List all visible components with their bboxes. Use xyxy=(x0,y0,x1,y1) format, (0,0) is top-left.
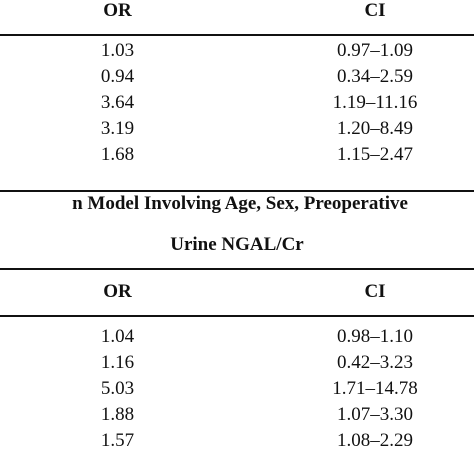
table2-caption-line1: n Model Involving Age, Sex, Preoperative xyxy=(72,193,408,214)
table1-bottom-rule xyxy=(0,190,474,192)
table2-header-rule xyxy=(0,315,474,317)
table2-cell-or: 5.03 xyxy=(100,378,135,399)
table1-cell-ci: 1.19–11.16 xyxy=(332,92,418,113)
table2-cell-or: 1.88 xyxy=(100,404,135,425)
table1-cell-or: 0.94 xyxy=(100,66,135,87)
table1-cell-or: 3.64 xyxy=(100,92,135,113)
table2-cell-ci: 0.42–3.23 xyxy=(337,352,413,373)
table1-header-ci: CI xyxy=(364,0,386,21)
table1-header-rule xyxy=(0,34,474,36)
table2-cell-or: 1.04 xyxy=(100,326,135,347)
table1-cell-or: 1.68 xyxy=(100,144,135,165)
table2-header-or: OR xyxy=(103,281,132,302)
table2-caption-rule xyxy=(0,268,474,270)
table1-cell-or: 3.19 xyxy=(100,118,135,139)
table1-cell-ci: 0.97–1.09 xyxy=(337,40,413,61)
table1-cell-ci: 1.15–2.47 xyxy=(337,144,413,165)
table2-header-ci: CI xyxy=(364,281,386,302)
table2-cell-ci: 1.08–2.29 xyxy=(337,430,413,451)
table1-cell-or: 1.03 xyxy=(100,40,135,61)
table2-cell-ci: 1.07–3.30 xyxy=(337,404,413,425)
table1-cell-ci: 1.20–8.49 xyxy=(337,118,413,139)
table1-header-or: OR xyxy=(103,0,132,21)
table2-cell-ci: 1.71–14.78 xyxy=(332,378,418,399)
table2-cell-or: 1.57 xyxy=(100,430,135,451)
table2-cell-ci: 0.98–1.10 xyxy=(337,326,413,347)
table2-caption-line2: Urine NGAL/Cr xyxy=(170,234,304,255)
table1-cell-ci: 0.34–2.59 xyxy=(337,66,413,87)
table2-cell-or: 1.16 xyxy=(100,352,135,373)
